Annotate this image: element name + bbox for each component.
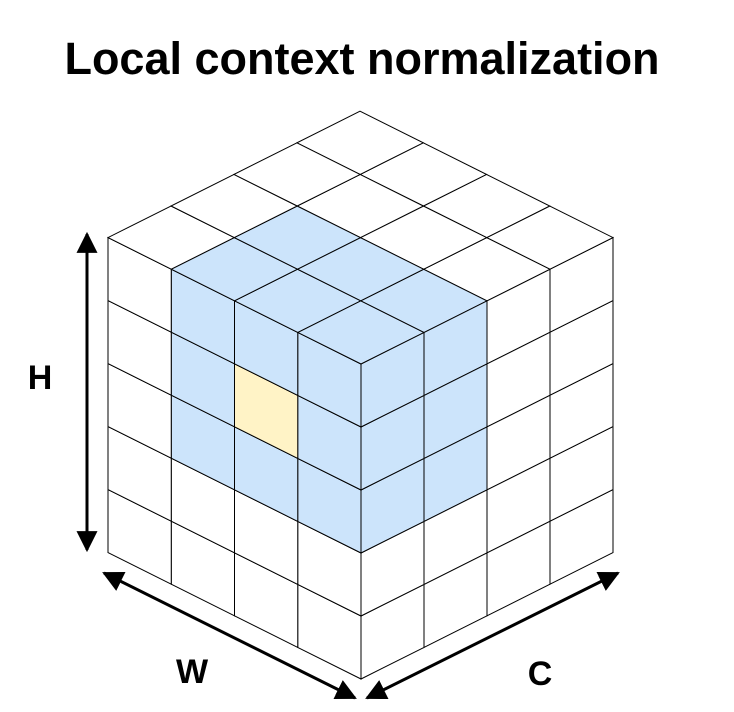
top-cell <box>295 110 425 175</box>
height-label: H <box>28 359 53 397</box>
channel-label: C <box>528 655 553 693</box>
title: Local context normalization <box>64 33 659 84</box>
width-arrow <box>102 571 357 700</box>
width-label: W <box>176 653 209 691</box>
channel-arrow <box>365 571 620 700</box>
cube <box>106 110 615 680</box>
